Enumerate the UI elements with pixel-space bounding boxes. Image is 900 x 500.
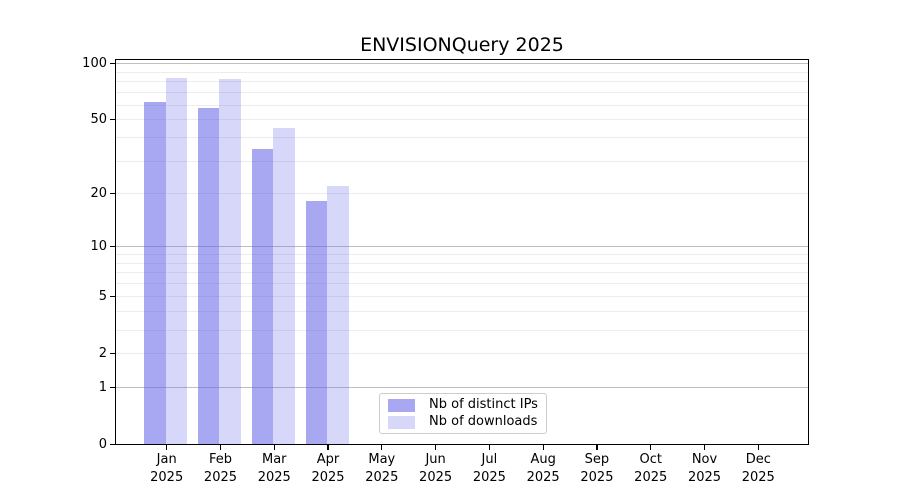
legend-entry-distinct-ips: Nb of distinct IPs [388, 397, 538, 413]
x-tick-mark [219, 444, 222, 450]
x-tick-label: Jan 2025 [150, 452, 184, 485]
y-tick-label: 1 [98, 379, 107, 395]
y-tick-mark [110, 119, 115, 121]
y-tick-mark [110, 386, 115, 388]
x-tick-label: Sep 2025 [580, 452, 614, 485]
gridline-major [115, 63, 809, 64]
y-tick-label: 10 [90, 239, 107, 255]
x-tick-mark [166, 444, 168, 450]
x-tick-label: Aug 2025 [526, 452, 560, 485]
chart-title: ENVISIONQuery 2025 [360, 34, 564, 56]
y-tick-mark [110, 192, 115, 194]
x-tick-label: Jun 2025 [419, 452, 453, 485]
gridline-minor [115, 311, 809, 313]
gridline-minor [115, 160, 809, 162]
y-tick-mark [110, 245, 115, 248]
gridline-minor [115, 353, 809, 355]
x-tick-label: May 2025 [365, 452, 399, 485]
bar [165, 77, 188, 445]
x-tick-mark [273, 444, 275, 450]
y-tick-label: 2 [98, 346, 107, 362]
y-tick-mark [110, 443, 115, 446]
y-tick-label: 5 [98, 289, 107, 305]
x-tick-mark [757, 444, 759, 450]
legend-label-distinct-ips: Nb of distinct IPs [429, 397, 538, 412]
bar [273, 128, 295, 445]
gridline-minor [115, 296, 809, 298]
gridline-major [115, 246, 809, 248]
x-tick-label: Jul 2025 [472, 452, 506, 485]
y-tick-label: 50 [90, 112, 107, 128]
gridline-minor [115, 192, 809, 194]
legend-entry-downloads: Nb of downloads [388, 414, 538, 430]
bar [219, 78, 241, 445]
gridline-minor [115, 71, 809, 73]
gridline-minor [115, 262, 809, 264]
gridline-minor [115, 104, 809, 106]
gridline-major [115, 386, 809, 388]
gridline-minor [115, 253, 809, 255]
gridline-minor [115, 137, 809, 139]
x-tick-label: Oct 2025 [634, 452, 668, 485]
bar [251, 148, 274, 445]
x-tick-label: Apr 2025 [311, 452, 345, 485]
x-tick-mark [650, 444, 652, 450]
gridline-minor [115, 92, 809, 94]
x-tick-label: Mar 2025 [257, 452, 291, 485]
legend-swatch-distinct-ips [388, 398, 415, 412]
gridline-minor [115, 272, 809, 274]
x-tick-label: Nov 2025 [687, 452, 722, 485]
gridline-minor [115, 283, 809, 285]
bar [144, 102, 166, 445]
y-tick-mark [110, 62, 115, 65]
y-tick-mark [110, 295, 115, 298]
x-tick-label: Feb 2025 [203, 452, 238, 485]
plot-area [115, 59, 809, 445]
legend-label-downloads: Nb of downloads [429, 414, 538, 429]
x-tick-mark [327, 444, 329, 450]
x-tick-label: Dec 2025 [741, 452, 775, 485]
x-tick-mark [703, 444, 706, 450]
y-tick-mark [110, 353, 115, 355]
gridline-minor [115, 119, 809, 121]
bar [305, 201, 328, 445]
bar [327, 185, 349, 445]
y-tick-label: 20 [90, 185, 107, 201]
bar [197, 107, 220, 445]
y-tick-label: 0 [98, 437, 107, 452]
x-tick-mark [542, 444, 544, 450]
legend-swatch-downloads [388, 415, 415, 429]
x-tick-mark [381, 444, 383, 450]
x-tick-mark [435, 444, 437, 450]
legend: Nb of distinct IPs Nb of downloads [379, 393, 547, 434]
x-tick-mark [596, 444, 598, 450]
x-tick-mark [488, 444, 490, 450]
gridline-minor [115, 81, 809, 83]
gridline-minor [115, 329, 809, 331]
y-tick-label: 100 [82, 56, 107, 71]
